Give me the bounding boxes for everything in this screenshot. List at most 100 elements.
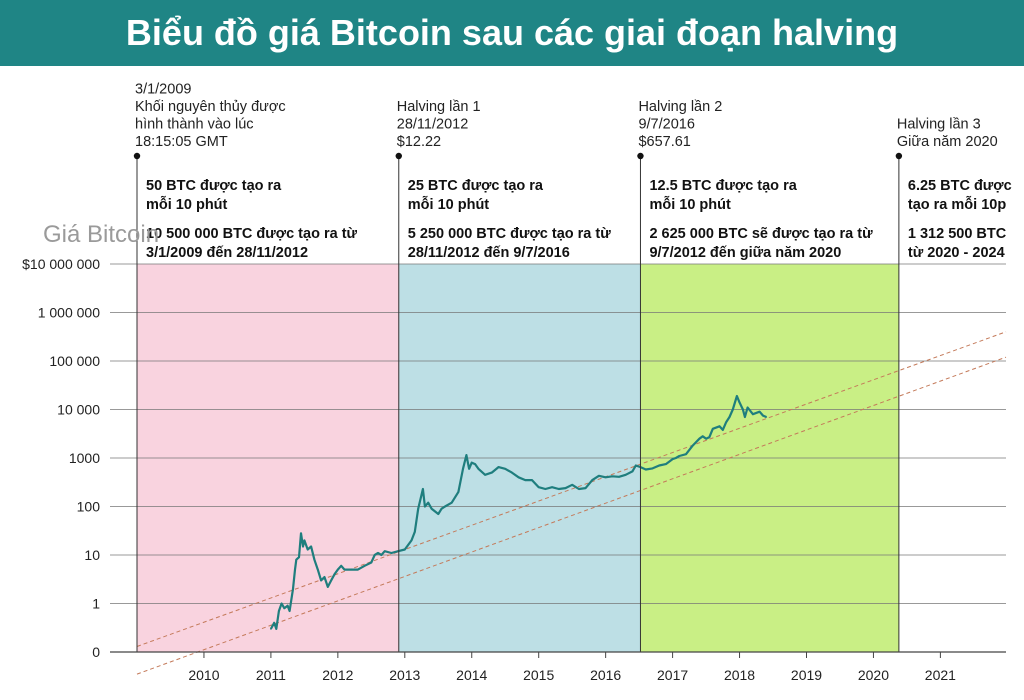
price-point <box>752 413 754 416</box>
price-point <box>708 436 711 438</box>
period-supply-text: 1 312 500 BTC <box>908 226 1007 242</box>
x-tick-label: 2015 <box>523 667 554 683</box>
price-point <box>357 568 359 571</box>
price-point <box>273 622 276 624</box>
price-point <box>302 545 304 548</box>
price-point <box>465 454 468 456</box>
price-point <box>337 568 339 571</box>
y-tick-label: 1000 <box>69 450 100 466</box>
period-supply-text: 28/11/2012 đến 9/7/2016 <box>408 245 570 261</box>
halving-label: Halving lần 1 <box>397 99 481 115</box>
chart-title: Biểu đồ giá Bitcoin sau các giai đoạn ha… <box>125 12 899 53</box>
price-point <box>718 425 721 428</box>
price-point <box>658 464 660 467</box>
halving-label: $657.61 <box>638 134 690 150</box>
price-point <box>584 487 587 489</box>
period-supply-text: từ 2020 - 2024 <box>908 245 1005 261</box>
price-point <box>631 470 634 473</box>
price-point <box>645 468 647 471</box>
halving-label: Halving lần 2 <box>638 99 722 115</box>
trend-line-1 <box>136 331 1007 647</box>
price-point <box>330 579 333 582</box>
y-tick-label: 100 000 <box>49 353 100 369</box>
price-point <box>511 471 513 474</box>
period-reward-text: tạo ra mỗi 10p <box>908 196 1006 213</box>
x-tick-label: 2017 <box>657 667 688 683</box>
price-point <box>444 505 446 508</box>
price-point <box>275 628 278 630</box>
y-tick-label: 100 <box>77 499 101 515</box>
halving-label: hình thành vào lúc <box>135 117 254 133</box>
price-point <box>370 561 373 564</box>
price-point <box>306 548 309 551</box>
x-tick-label: 2010 <box>188 667 219 683</box>
price-point <box>343 568 346 571</box>
price-point <box>390 552 393 554</box>
price-point <box>470 461 473 464</box>
price-point <box>350 568 353 571</box>
price-point <box>484 474 486 476</box>
price-point <box>373 554 376 556</box>
price-point <box>758 410 761 413</box>
price-point <box>477 468 480 470</box>
price-point <box>671 458 674 460</box>
halving-label: Giữa năm 2020 <box>897 134 998 150</box>
price-point <box>468 468 470 470</box>
period-reward-text: 12.5 BTC được tạo ra <box>649 178 797 194</box>
price-point <box>675 457 677 459</box>
price-point <box>537 486 540 489</box>
x-tick-label: 2012 <box>322 667 353 683</box>
price-point <box>604 476 607 479</box>
price-point <box>744 416 746 418</box>
price-point <box>377 552 379 554</box>
price-point <box>457 491 460 493</box>
price-point <box>722 429 724 431</box>
price-point <box>323 576 326 578</box>
price-point <box>598 475 600 477</box>
price-point <box>564 487 567 489</box>
price-point <box>685 453 687 456</box>
y-tick-label: 1 <box>92 596 100 612</box>
halving-label: 28/11/2012 <box>397 117 469 133</box>
price-point <box>736 395 738 397</box>
price-point <box>317 568 319 571</box>
x-tick-label: 2021 <box>925 667 956 683</box>
price-point <box>524 479 527 481</box>
price-point <box>295 558 298 561</box>
period-supply-text: 9/7/2012 đến giữa năm 2020 <box>649 245 841 261</box>
price-point <box>300 532 302 535</box>
period-reward-text: 50 BTC được tạo ra <box>146 178 282 194</box>
x-tick-label: 2013 <box>389 667 420 683</box>
period-supply-text: 10 500 000 BTC được tạo ra từ <box>146 226 358 242</box>
period-reward-text: mỗi 10 phút <box>408 196 490 213</box>
halving-label: Khối nguyên thủy được <box>135 99 286 115</box>
x-tick-label: 2018 <box>724 667 755 683</box>
price-point <box>283 607 286 609</box>
price-point <box>333 573 336 576</box>
price-point <box>427 501 430 504</box>
x-tick-label: 2020 <box>858 667 889 683</box>
y-axis-label: Giá Bitcoin <box>43 221 159 248</box>
price-point <box>504 468 507 470</box>
halving-marker-dot <box>637 152 644 160</box>
price-point <box>611 475 614 478</box>
price-point <box>363 565 366 567</box>
price-point <box>732 408 734 411</box>
price-point <box>497 466 500 468</box>
price-point <box>340 565 343 567</box>
price-point <box>571 484 573 486</box>
y-tick-label: 1 000 000 <box>38 305 100 321</box>
price-point <box>746 406 749 409</box>
price-point <box>417 507 420 510</box>
price-point <box>728 416 731 418</box>
price-point <box>430 507 433 510</box>
price-point <box>765 416 768 418</box>
y-tick-label: 10 <box>84 547 100 563</box>
price-point <box>303 539 306 542</box>
x-tick-label: 2019 <box>791 667 822 683</box>
price-point <box>591 479 594 481</box>
price-point <box>558 488 560 490</box>
price-point <box>462 468 464 470</box>
period-supply-text: 5 250 000 BTC được tạo ra từ <box>408 226 611 242</box>
